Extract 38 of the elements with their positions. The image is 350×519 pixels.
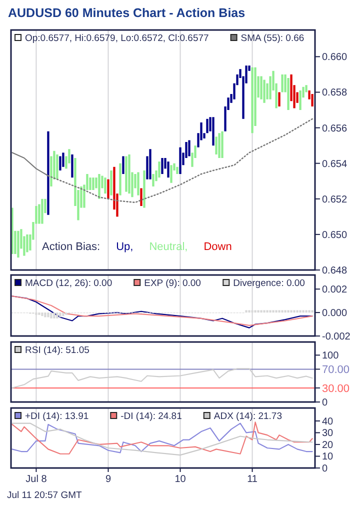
y-tick-label: 70.00	[322, 364, 350, 376]
y-tick-label: 0.650	[322, 230, 348, 241]
y-tick-label: 0	[322, 464, 328, 474]
y-tick-label: 0.648	[322, 266, 348, 276]
y-tick-label: -0.002	[322, 332, 350, 342]
y-tick-label: 0.658	[322, 88, 348, 99]
y-tick-label: 0.000	[322, 308, 348, 320]
legend-title: Action Bias:	[42, 241, 100, 253]
x-tick-label: 10	[174, 474, 186, 485]
y-tick-label: 100	[322, 350, 340, 362]
y-tick-label: 0.654	[322, 158, 348, 170]
legend-label: EXP (9): 0.00	[144, 278, 201, 289]
x-tick-label: Jul 8	[26, 474, 48, 485]
legend-label: +DI (14): 13.91	[25, 411, 89, 422]
text: Down	[204, 241, 232, 253]
y-tick-label: 40	[322, 416, 334, 428]
y-tick-label: 0	[322, 398, 328, 408]
text: Jul 11 20:57 GMT	[7, 490, 82, 501]
y-tick-label: 10	[322, 452, 334, 463]
legend-label: -DI (14): 24.81	[120, 411, 182, 422]
y-tick-label: 0.002	[322, 284, 348, 296]
legend-label: ADX (14): 21.73	[214, 411, 282, 422]
x-tick-label: 11	[247, 474, 258, 485]
annotation: Op:0.6577, Hi:0.6579, Lo:0.6572, Cl:0.6577	[25, 33, 209, 44]
y-tick-label: 20	[322, 440, 334, 451]
y-tick-label: 30.00	[322, 382, 350, 395]
x-tick-label: 9	[105, 474, 112, 485]
legend-label: SMA (55): 0.66	[240, 33, 304, 44]
y-tick-label: 0.656	[322, 123, 348, 134]
legend-label: RSI (14): 51.05	[25, 345, 90, 356]
y-tick-label: 30	[322, 428, 334, 440]
text: Neutral,	[149, 241, 188, 253]
legend-label: Divergence: 0.00	[233, 278, 305, 289]
chart-title: AUDUSD 60 Minutes Chart - Action Bias	[8, 6, 246, 20]
text: Up,	[116, 241, 134, 253]
y-tick-label: 0.660	[322, 52, 348, 64]
legend-label: MACD (12, 26): 0.00	[25, 278, 112, 289]
y-tick-label: 0.652	[322, 194, 348, 206]
